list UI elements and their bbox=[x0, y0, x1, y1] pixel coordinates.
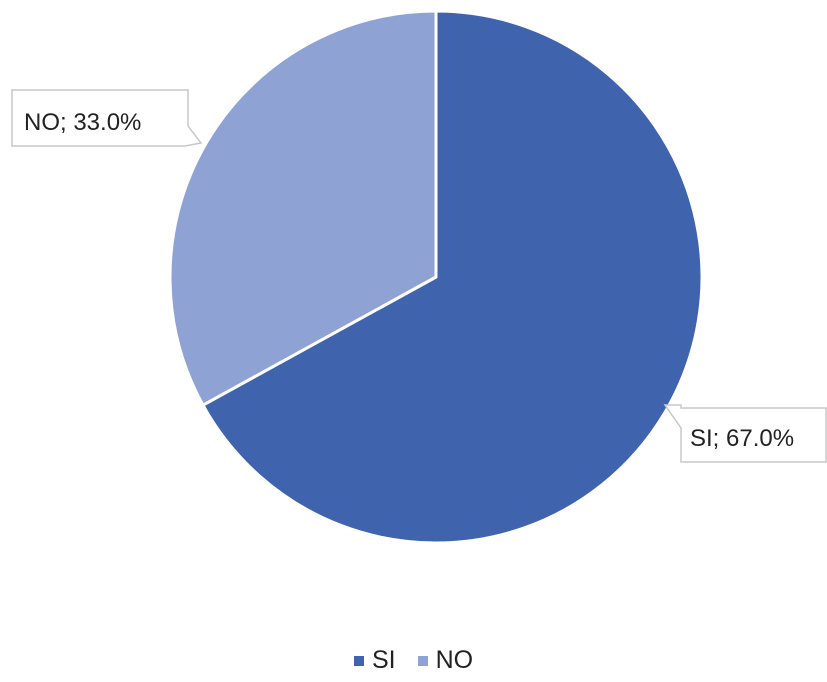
legend-item-no: NO bbox=[417, 646, 474, 674]
legend-label-si: SI bbox=[371, 646, 396, 674]
callout-no-box bbox=[11, 89, 203, 147]
pie-slice-no bbox=[168, 9, 438, 407]
legend-swatch-no bbox=[417, 655, 428, 666]
callout-si: SI; 67.0% bbox=[663, 404, 827, 463]
callout-no-label: NO; 33.0% bbox=[24, 109, 141, 136]
callout-si-box bbox=[663, 404, 827, 463]
legend-swatch-si bbox=[353, 655, 364, 666]
callout-no: NO; 33.0% bbox=[11, 89, 203, 147]
pie-slice-si bbox=[201, 9, 704, 545]
legend-label-no: NO bbox=[435, 646, 474, 674]
legend: SI NO bbox=[0, 648, 827, 673]
pie-slices bbox=[168, 9, 704, 545]
legend-item-si: SI bbox=[353, 646, 396, 674]
callout-si-label: SI; 67.0% bbox=[690, 425, 794, 452]
